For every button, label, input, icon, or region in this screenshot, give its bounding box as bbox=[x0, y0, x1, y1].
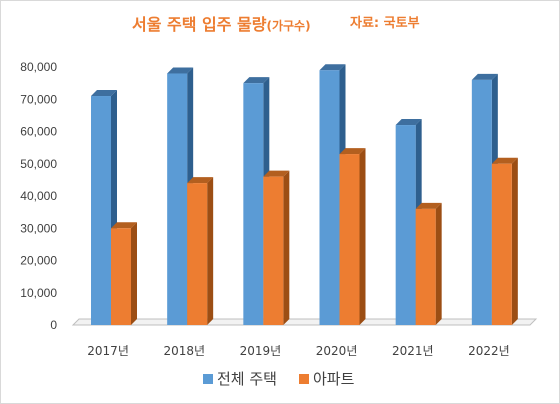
bar-apt-top bbox=[415, 202, 442, 209]
chart-title-row: 서울 주택 입주 물량(가구수) 자료: 국토부 bbox=[0, 11, 560, 37]
bar-total-front bbox=[319, 70, 340, 325]
x-tick-label: 2018년 bbox=[163, 344, 205, 358]
bar-apt-front bbox=[415, 208, 436, 325]
y-tick-label: 20,000 bbox=[20, 254, 57, 268]
x-tick-label: 2021년 bbox=[392, 344, 434, 358]
legend: 전체 주택 아파트 bbox=[203, 370, 355, 388]
bar-apt bbox=[491, 157, 518, 325]
legend-swatch-apt bbox=[299, 374, 309, 384]
legend-label-total: 전체 주택 bbox=[217, 370, 277, 388]
chart-title: 서울 주택 입주 물량(가구수) bbox=[132, 11, 311, 35]
bar-apt-side bbox=[207, 177, 214, 325]
x-tick-label: 2020년 bbox=[316, 344, 358, 358]
bar-total-top bbox=[243, 77, 270, 84]
y-tick-label: 50,000 bbox=[20, 157, 57, 171]
bar-apt-side bbox=[511, 157, 518, 325]
bar-apt-top bbox=[111, 222, 137, 229]
bar-total-front bbox=[395, 125, 416, 325]
bar-apt-top bbox=[263, 170, 290, 177]
y-tick-label: 0 bbox=[50, 318, 57, 332]
bar-apt-side bbox=[435, 202, 442, 325]
chart-source: 자료: 국토부 bbox=[350, 16, 420, 31]
bar-apt-side bbox=[283, 170, 290, 325]
bar-total-top bbox=[167, 67, 194, 74]
bar-total bbox=[91, 90, 117, 326]
bar-apt-front bbox=[187, 183, 208, 325]
chart-floor bbox=[71, 318, 538, 326]
legend-swatch-total bbox=[203, 374, 213, 384]
y-tick-label: 30,000 bbox=[20, 221, 57, 235]
y-tick-label: 70,000 bbox=[20, 92, 57, 106]
bar-apt bbox=[415, 202, 442, 325]
legend-label-apt: 아파트 bbox=[313, 370, 355, 388]
bar-apt-front bbox=[111, 228, 131, 325]
y-tick-label: 60,000 bbox=[20, 125, 57, 139]
bar-apt bbox=[339, 148, 366, 325]
bar-apt-front bbox=[263, 176, 284, 325]
x-axis-labels: 2017년 2018년 2019년 2020년 2021년 2022년 bbox=[87, 344, 509, 358]
bar-total-front bbox=[167, 73, 188, 325]
chart-title-main: 서울 주택 입주 물량 bbox=[132, 15, 267, 34]
x-tick-label: 2017년 bbox=[87, 344, 129, 358]
bar-apt-side bbox=[359, 148, 366, 325]
x-tick-label: 2019년 bbox=[240, 344, 282, 358]
bar-total-top bbox=[91, 90, 117, 97]
bar-apt-front bbox=[339, 154, 360, 325]
bar-total-front bbox=[243, 83, 264, 325]
bar-total-front bbox=[471, 79, 492, 326]
x-tick-label: 2022년 bbox=[468, 344, 510, 358]
bar-apt-top bbox=[491, 157, 518, 164]
bar-apt-side bbox=[131, 222, 137, 325]
bar-apt-top bbox=[187, 177, 214, 184]
y-tick-label: 10,000 bbox=[20, 286, 57, 300]
chart-title-unit: (가구수) bbox=[266, 19, 311, 33]
bar-total-top bbox=[319, 64, 346, 71]
bar-total-top bbox=[471, 73, 498, 80]
bar-apt bbox=[187, 177, 214, 325]
bar-total-front bbox=[91, 96, 111, 326]
bar-apt bbox=[111, 222, 137, 325]
bar-total-top bbox=[395, 119, 422, 126]
chart-bars bbox=[91, 64, 518, 326]
bar-apt-top bbox=[339, 148, 366, 155]
y-tick-label: 40,000 bbox=[20, 189, 57, 203]
bar-apt-front bbox=[491, 163, 512, 325]
bar-apt bbox=[263, 170, 290, 325]
y-tick-label: 80,000 bbox=[20, 60, 57, 74]
